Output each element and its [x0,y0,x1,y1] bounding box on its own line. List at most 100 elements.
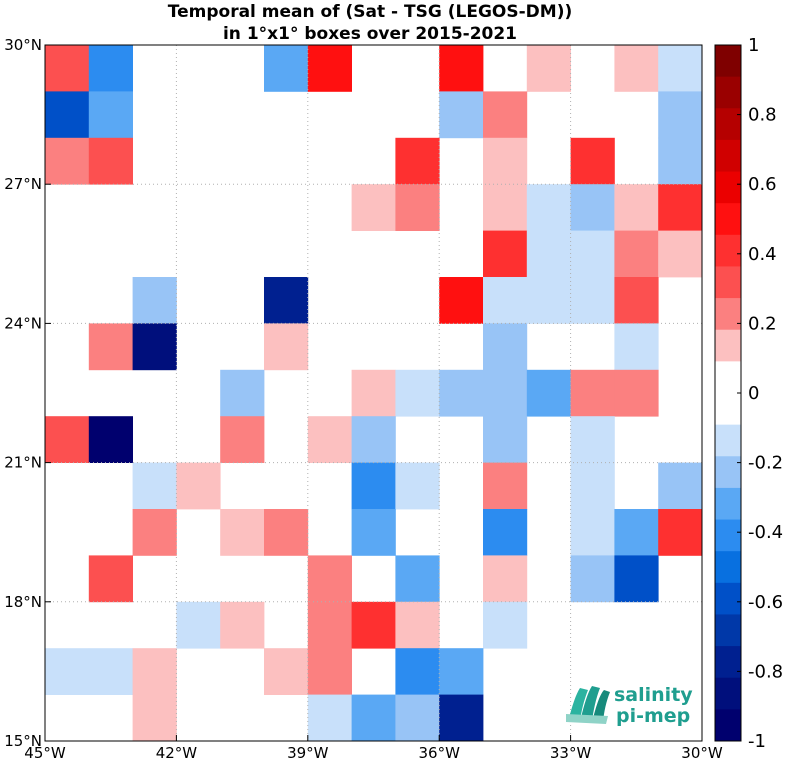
heatmap-cell [483,416,528,463]
heatmap-cell [132,462,177,510]
heatmap-cell [570,462,615,510]
heatmap-cell [307,694,352,742]
y-tick-label: 18°N [4,593,42,611]
heatmap-cell [395,555,440,603]
heatmap-cell [483,601,528,649]
heatmap-cell [395,601,440,649]
heatmap-cell [483,277,528,324]
heatmap-cell [570,230,615,278]
heatmap-cell [307,45,352,92]
colorbar-tick-label: 0 [748,383,759,404]
colorbar-tick-label: 0.4 [748,244,777,265]
heatmap-cell [570,184,615,231]
chart-title-line2: in 1°x1° boxes over 2015-2021 [223,24,517,44]
heatmap-cell [220,601,265,649]
heatmap-cell [132,694,177,742]
heatmap-cell [614,45,659,92]
heatmap-cell [570,137,615,185]
colorbar-segment [715,487,741,521]
colorbar-tick-label: 1 [748,35,759,56]
heatmap-cell [351,369,396,417]
heatmap-cell [614,277,659,324]
heatmap-cell [483,369,528,417]
heatmap-cell [351,184,396,231]
colorbar-segment [715,456,741,489]
colorbar-segment [715,709,741,742]
heatmap-cell [439,45,484,92]
chart-title-line1: Temporal mean of (Sat - TSG (LEGOS-DM)) [168,2,572,22]
heatmap-cell [88,91,133,139]
heatmap-cell [526,45,571,92]
colorbar-segment [715,614,741,647]
heatmap-cell [658,137,703,185]
colorbar-segment [715,298,741,331]
heatmap-cell [439,277,484,324]
colorbar-ticks: 1 0.8 0.6 0.4 0.2 0 -0.2 -0.4 -0.6 -0.8 -1 [737,35,783,752]
y-tick-label: 24°N [4,314,42,332]
heatmap-cell [132,509,177,556]
colorbar-tick-label: 0.2 [748,313,777,334]
colorbar-tick-label: -0.6 [748,592,783,613]
colorbar-segment [715,76,741,109]
colorbar-tick-label: -0.8 [748,661,783,682]
heatmap-cell [395,462,440,510]
heatmap-cell [88,648,133,695]
x-tick-label: 33°W [550,744,592,762]
heatmap-cell [439,648,484,695]
heatmap-cell [264,45,309,92]
heatmap-cell [132,648,177,695]
heatmap-cell [483,137,528,185]
heatmap-cell [483,91,528,139]
heatmap-cell [570,509,615,556]
colorbar-segment [715,203,741,236]
colorbar-tick-label: -0.4 [748,522,783,543]
heatmap-cell [395,369,440,417]
heatmap-cell [483,509,528,556]
heatmap-cell [439,694,484,742]
heatmap-cell [264,509,309,556]
heatmap-cell [88,137,133,185]
heatmap-cell [88,416,133,463]
colorbar-segment [715,646,741,679]
heatmap-cell [614,369,659,417]
heatmap-cell [45,137,90,185]
colorbar-segment [715,519,741,552]
heatmap-cell [658,230,703,278]
heatmap-cell [395,648,440,695]
heatmap-cell [88,555,133,603]
heatmap-cell [132,323,177,371]
colorbar-tick-label: 0.8 [748,105,777,126]
heatmap-cell [570,277,615,324]
heatmap-cell [526,230,571,278]
y-tick-label: 21°N [4,454,42,472]
colorbar-segment [715,424,741,457]
heatmap-cell [526,277,571,324]
y-axis: 30°N 27°N 24°N 21°N 18°N 15°N [4,36,51,750]
x-tick-label: 30°W [681,744,723,762]
heatmap-cell [264,277,309,324]
wave-logo-icon [566,686,610,724]
heatmap-cell [307,601,352,649]
heatmap-cell [395,184,440,231]
y-tick-label: 30°N [4,36,42,54]
heatmap-cell [614,323,659,371]
heatmap-cell [483,323,528,371]
heatmap-cell [614,230,659,278]
heatmap-cell [351,601,396,649]
heatmap-cell [132,277,177,324]
heatmap-cell [395,694,440,742]
heatmap-cell [264,648,309,695]
heatmap-cell [658,184,703,231]
heatmap-cell [176,601,221,649]
heatmap-cell [658,509,703,556]
heatmap-cell [351,509,396,556]
colorbar-segment [715,393,741,426]
heatmap-cell [439,91,484,139]
colorbar-segment [715,266,741,299]
heatmap-cell [483,230,528,278]
colorbar-segment [715,551,741,584]
colorbar-tick-label: -1 [748,731,766,752]
x-axis: 45°W 42°W 39°W 36°W 33°W 30°W [24,735,723,762]
heatmap-cell [614,184,659,231]
colorbar-segment [715,361,741,394]
